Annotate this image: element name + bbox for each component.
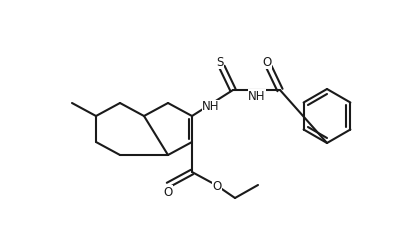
Text: O: O <box>262 55 272 68</box>
Text: O: O <box>212 180 222 192</box>
Text: O: O <box>164 186 173 198</box>
Text: NH: NH <box>202 100 220 113</box>
Text: S: S <box>216 55 224 68</box>
Text: NH: NH <box>248 90 266 103</box>
